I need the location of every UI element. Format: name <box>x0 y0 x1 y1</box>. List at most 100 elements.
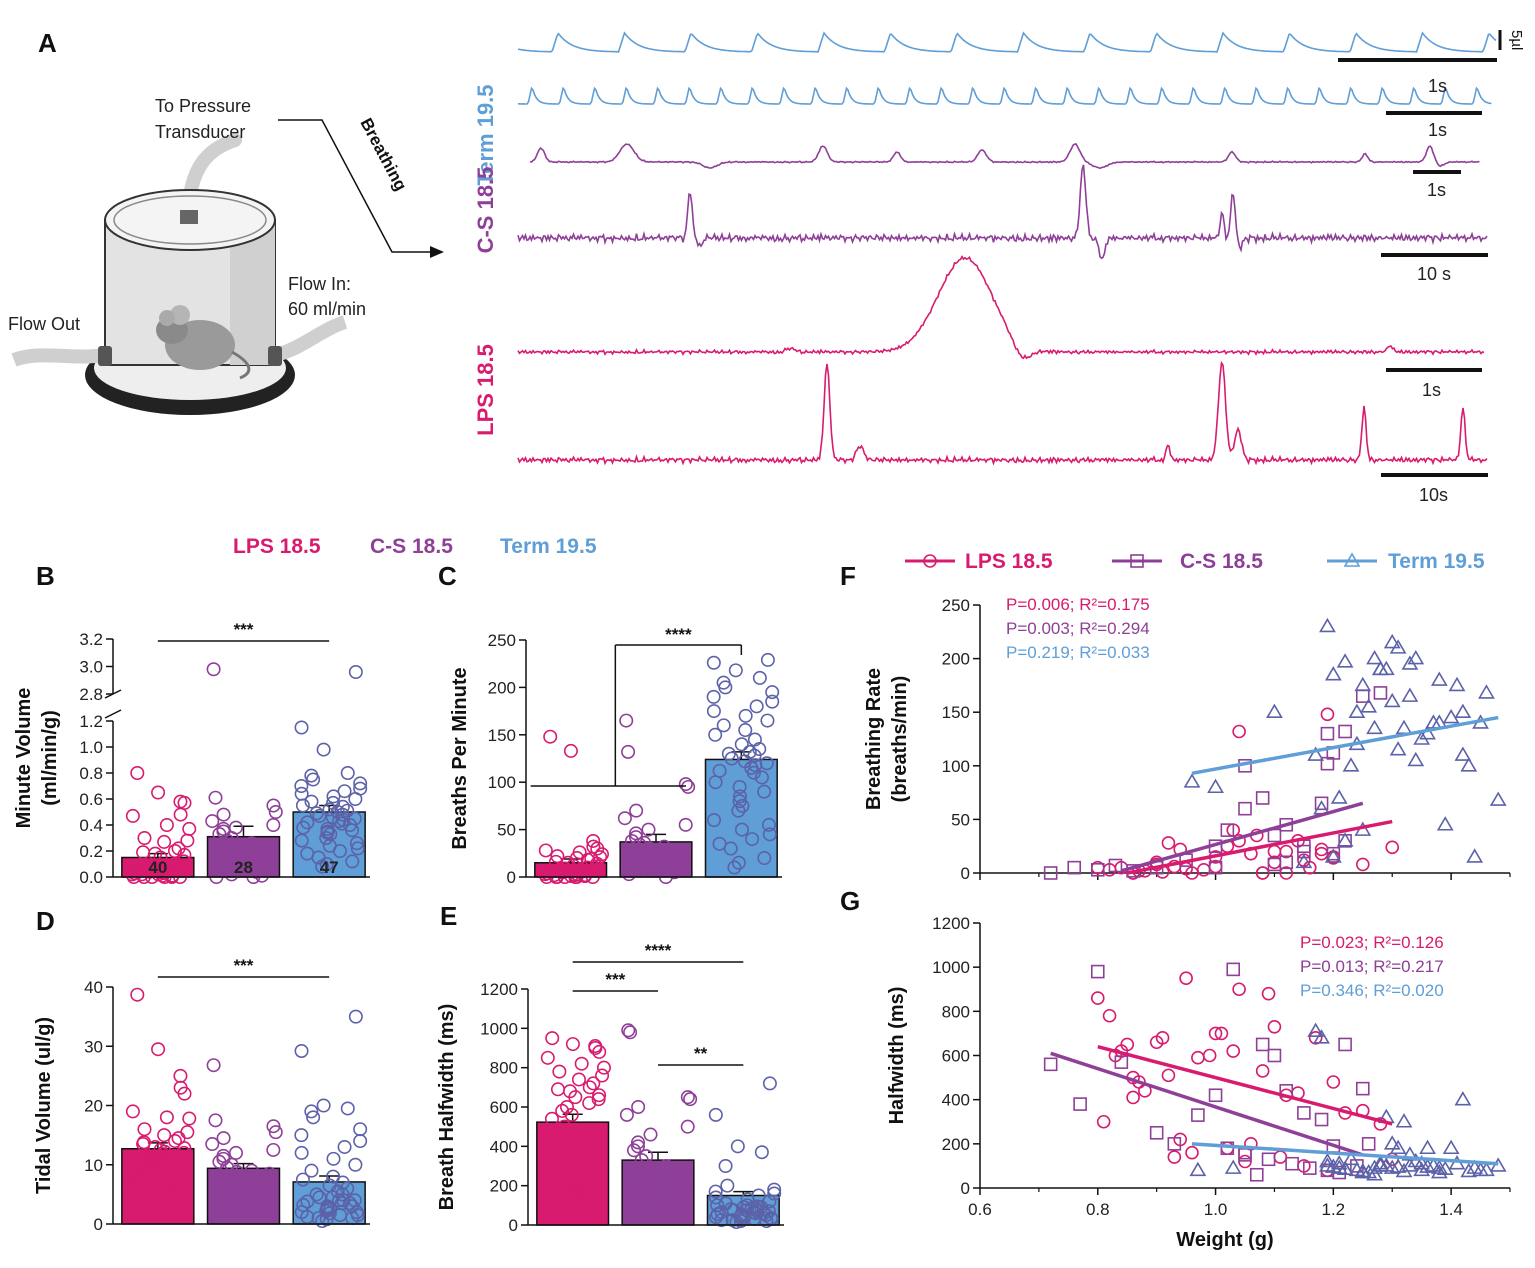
scale-label-term-2: 1s <box>1428 120 1447 140</box>
data-point-term <box>1330 1155 1348 1170</box>
data-point-term <box>716 718 731 733</box>
data-point-cs <box>657 839 672 854</box>
data-point-lps <box>587 1168 602 1183</box>
data-point-cs <box>1220 823 1235 837</box>
y-axis-label: Halfwidth (ms) <box>886 987 908 1125</box>
y-tick-label: 800 <box>942 1002 970 1021</box>
data-point-cs <box>622 867 637 882</box>
data-point-lps <box>177 795 192 810</box>
data-point-term <box>714 1213 729 1228</box>
data-point-cs <box>660 1202 675 1217</box>
data-point-term <box>1442 1139 1460 1155</box>
chart-tidal-volume: 0 10 20 30 40 Tidal Volume (ul/g) *** <box>33 956 370 1234</box>
n-label-cs: 28 <box>234 858 253 877</box>
data-point-term <box>1383 692 1401 708</box>
x-tick-label: 0.6 <box>968 1200 992 1219</box>
data-point-term <box>731 803 746 818</box>
data-point-lps <box>1191 1050 1205 1065</box>
y-tick-label: 1000 <box>480 1019 518 1038</box>
data-point-term <box>294 778 309 793</box>
data-point-cs <box>623 1025 638 1040</box>
data-point-term <box>1266 703 1283 719</box>
data-point-term <box>334 816 349 831</box>
data-point-cs <box>266 817 281 832</box>
data-point-cs <box>1073 1097 1087 1111</box>
data-point-lps <box>173 1187 188 1202</box>
y-tick-label: 0.2 <box>79 842 103 861</box>
data-point-term <box>1366 1166 1383 1181</box>
data-point-term <box>767 1182 782 1197</box>
data-point-term <box>316 1098 331 1113</box>
data-point-cs <box>621 1023 636 1038</box>
data-point-term <box>732 779 747 794</box>
data-point-lps <box>1214 1026 1229 1041</box>
data-point-term <box>1413 1161 1431 1177</box>
data-point-lps <box>155 1199 170 1214</box>
data-point-term <box>304 1104 319 1119</box>
data-point-lps <box>177 847 192 862</box>
data-point-cs <box>1373 686 1388 700</box>
axis-break-mark <box>104 689 122 699</box>
data-point-lps <box>130 987 145 1002</box>
x-tick-label: 1.4 <box>1439 1200 1463 1219</box>
data-point-lps <box>1090 991 1105 1005</box>
data-point-cs <box>619 1107 634 1122</box>
data-point-term <box>304 794 319 809</box>
data-point-lps <box>586 1076 601 1091</box>
data-point-lps <box>559 1162 574 1177</box>
y-tick-label: 600 <box>942 1047 970 1066</box>
data-point-lps <box>1161 1068 1176 1083</box>
stat-cs: P=0.003; R²=0.294 <box>1006 619 1150 638</box>
y-tick-label: 50 <box>497 821 516 840</box>
data-point-term <box>1342 757 1360 772</box>
data-point-term <box>1366 1159 1383 1174</box>
data-point-cs <box>1108 858 1123 873</box>
data-point-cs <box>629 803 644 818</box>
data-point-cs <box>626 1143 641 1158</box>
data-point-term <box>720 1178 735 1193</box>
data-point-term <box>1324 666 1342 681</box>
data-point-lps <box>151 785 166 800</box>
data-point-cs <box>205 814 220 829</box>
data-point-cs <box>1285 1156 1299 1171</box>
data-point-lps <box>564 1107 579 1122</box>
data-point-cs <box>256 1178 271 1193</box>
y-tick-label: 1200 <box>480 980 518 999</box>
data-point-lps <box>579 1149 594 1164</box>
data-point-lps <box>570 1184 585 1199</box>
data-point-cs <box>633 845 648 860</box>
y-tick-label: 200 <box>488 678 516 697</box>
data-point-cs <box>668 851 683 866</box>
data-point-term <box>1436 816 1454 831</box>
data-point-cs <box>1314 1112 1329 1127</box>
data-point-term <box>349 836 364 851</box>
y-tick-label: 3.2 <box>79 630 103 649</box>
breathing-arrow <box>430 246 444 258</box>
data-point-lps <box>151 1156 166 1171</box>
y-tick-label: 0 <box>507 868 516 887</box>
data-point-cs <box>244 836 259 851</box>
data-point-term <box>733 789 748 804</box>
data-point-term <box>1372 1157 1389 1172</box>
data-point-cs <box>254 1196 269 1211</box>
scale-label-lps-1: 1s <box>1422 380 1441 400</box>
data-point-cs <box>1043 1057 1058 1072</box>
y-tick-label: 100 <box>488 773 516 792</box>
data-point-term <box>1389 1139 1407 1155</box>
data-point-cs <box>1355 689 1370 703</box>
scale-label-volume: 5µl <box>1508 30 1525 50</box>
data-point-term <box>1436 1160 1454 1176</box>
data-point-term <box>754 1145 769 1160</box>
data-point-lps <box>568 1090 583 1105</box>
y-tick-label: 0.8 <box>79 764 103 783</box>
data-point-lps <box>582 1080 597 1095</box>
data-point-term <box>353 1134 368 1149</box>
data-point-lps <box>157 1144 172 1159</box>
data-point-cs <box>236 850 251 865</box>
data-point-lps <box>176 854 191 869</box>
data-point-term <box>1354 676 1372 692</box>
data-point-lps <box>580 852 595 867</box>
data-point-lps <box>574 1056 589 1071</box>
data-point-term <box>757 784 772 799</box>
data-point-term <box>315 1214 330 1229</box>
